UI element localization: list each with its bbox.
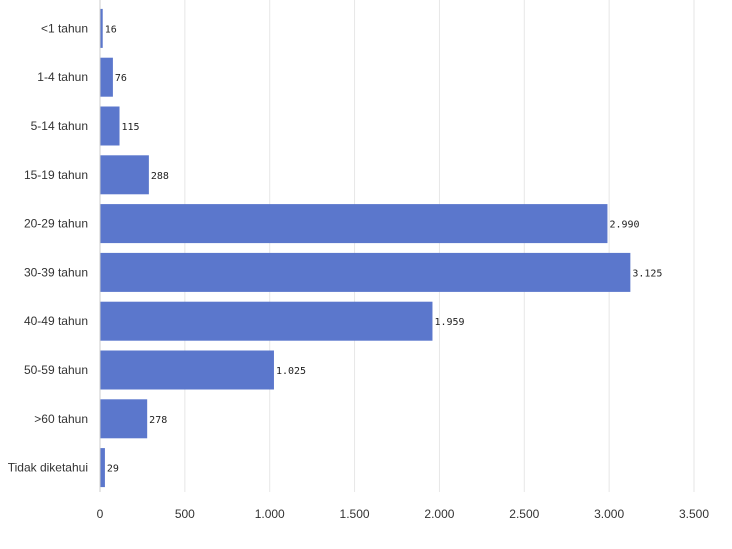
bar-value-label: 1.025 bbox=[276, 366, 306, 377]
category-label: 20-29 tahun bbox=[24, 217, 88, 231]
bar-value-label: 76 bbox=[115, 73, 127, 84]
bar-6[interactable] bbox=[100, 301, 433, 341]
category-label: Tidak diketahui bbox=[8, 461, 88, 475]
bar-value-label: 288 bbox=[151, 171, 169, 182]
category-label: 5-14 tahun bbox=[31, 119, 88, 133]
grid-lines bbox=[99, 0, 695, 492]
x-tick-label: 2.500 bbox=[509, 507, 539, 521]
x-tick-label: 1.000 bbox=[255, 507, 285, 521]
x-tick-label: 1.500 bbox=[340, 507, 370, 521]
bar-8[interactable] bbox=[100, 399, 148, 439]
bar-value-label: 278 bbox=[149, 415, 167, 426]
bar-value-label: 2.990 bbox=[609, 220, 639, 231]
bar-value-label: 1.959 bbox=[434, 317, 464, 328]
category-label: <1 tahun bbox=[41, 21, 88, 35]
bar-value-label: 115 bbox=[122, 122, 140, 133]
x-tick-label: 3.500 bbox=[679, 507, 709, 521]
bar-1[interactable] bbox=[100, 57, 113, 97]
bar-2[interactable] bbox=[100, 106, 120, 146]
axes: 0 500 1.000 1.500 2.000 2.500 3.000 3.500 <1 tah… bbox=[8, 0, 709, 521]
category-label: 1-4 tahun bbox=[37, 70, 88, 84]
x-tick-label: 500 bbox=[175, 507, 195, 521]
category-label: >60 tahun bbox=[34, 412, 88, 426]
category-label: 30-39 tahun bbox=[24, 265, 88, 279]
category-label: 40-49 tahun bbox=[24, 314, 88, 328]
bar-value-label: 29 bbox=[107, 464, 119, 475]
bar-5[interactable] bbox=[100, 252, 631, 292]
bar-9[interactable] bbox=[100, 448, 105, 488]
x-tick-label: 3.000 bbox=[594, 507, 624, 521]
bars bbox=[100, 8, 631, 488]
bar-3[interactable] bbox=[100, 155, 149, 195]
x-tick-label: 2.000 bbox=[424, 507, 454, 521]
bar-7[interactable] bbox=[100, 350, 274, 390]
category-label: 50-59 tahun bbox=[24, 363, 88, 377]
x-tick-label: 0 bbox=[97, 507, 104, 521]
bar-value-label: 3.125 bbox=[632, 268, 662, 279]
bar-4[interactable] bbox=[100, 204, 608, 244]
bar-0[interactable] bbox=[100, 8, 103, 48]
category-label: 15-19 tahun bbox=[24, 168, 88, 182]
bar-value-label: 16 bbox=[105, 24, 117, 35]
